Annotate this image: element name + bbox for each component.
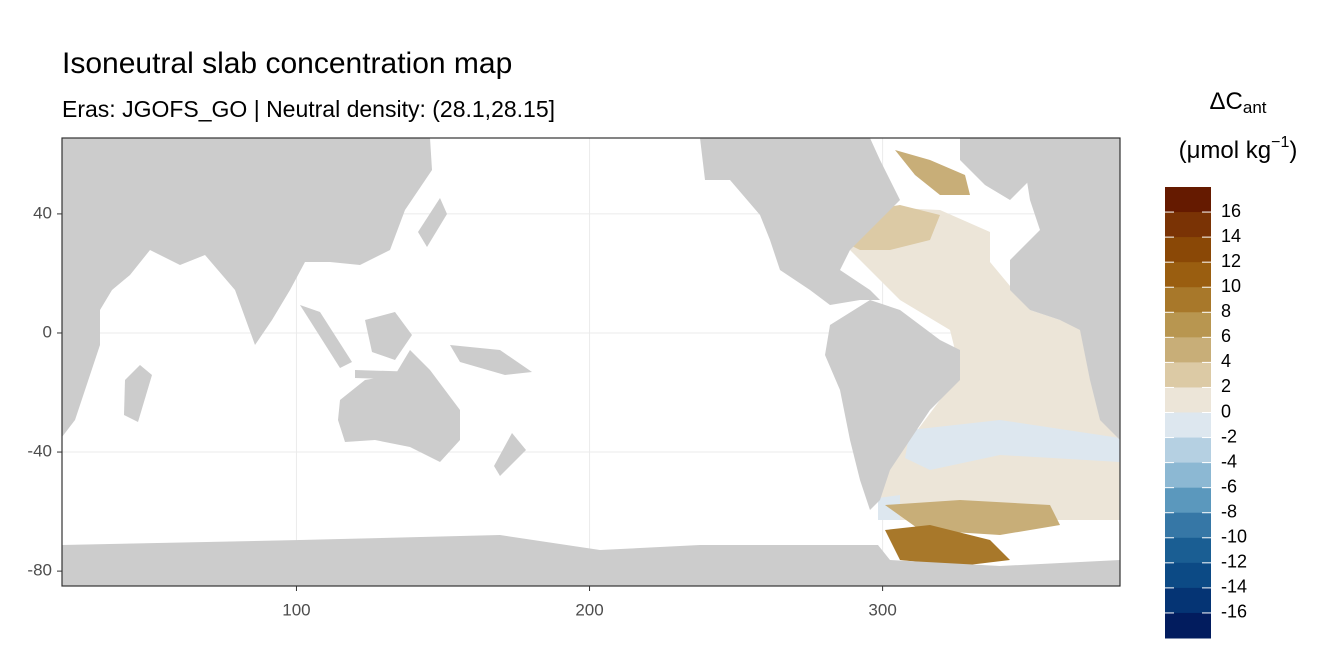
chart-title: Isoneutral slab concentration map [62,47,512,80]
x-tick-label: 300 [868,600,896,619]
legend-key [1165,312,1211,338]
land-mass [124,365,152,422]
legend-unit-text: (μmol kg [1179,137,1272,164]
legend-label: 16 [1221,201,1241,221]
panel-border [61,137,1121,587]
legend-label: 0 [1221,401,1231,421]
legend-label: -6 [1221,476,1237,496]
legend-label: 10 [1221,276,1241,296]
land-mass [1010,138,1120,440]
slab-patch [905,420,1120,470]
legend-key [1165,537,1211,564]
legend-key [1165,612,1211,639]
legend-label: 6 [1221,326,1231,346]
land-mass [450,345,532,375]
legend-label: 4 [1221,351,1231,371]
land-mass [62,138,432,437]
legend-key [1165,412,1211,439]
legend-unit-superscript: −1 [1271,134,1289,151]
legend-label: 2 [1221,376,1231,396]
slab-patch [885,525,1010,566]
legend-title-subscript: ant [1243,98,1267,117]
x-tick-label: 200 [575,600,603,619]
legend-key [1165,587,1211,614]
legend-label: -8 [1221,501,1237,521]
legend-label: -10 [1221,527,1247,547]
x-tick-label: 100 [282,600,310,619]
legend-title: ΔCant [1209,88,1266,117]
land-mass [700,138,900,305]
legend-key [1165,287,1211,313]
legend-unit: (μmol kg−1) [1179,134,1298,164]
legend-label: -14 [1221,577,1247,597]
chart-subtitle: Eras: JGOFS_GO | Neutral density: (28.1,… [62,96,555,122]
y-tick-label: 0 [43,322,52,341]
legend-key [1165,387,1211,413]
land-mass [494,433,526,476]
legend-title-symbol: ΔC [1209,88,1242,115]
legend-key [1165,337,1211,363]
concentration-field [830,150,1120,566]
legend-key [1165,462,1211,489]
legend-key [1165,212,1211,238]
legend-key [1165,237,1211,263]
legend-label: -16 [1221,602,1247,622]
legend-key [1165,512,1211,539]
y-tick-label: -80 [27,561,52,580]
legend-label: -2 [1221,426,1237,446]
land-mass [338,350,460,462]
legend-unit-close: ) [1289,137,1297,164]
legend-key [1165,437,1211,464]
legend-label: 8 [1221,301,1231,321]
slab-patch [895,150,970,195]
land-mass [62,535,1120,586]
legend-key [1165,362,1211,388]
legend: ΔCant (μmol kg−1) 16 14 12 10 8 6 4 2 0 -2 -4 -6 -8 -… [1165,88,1298,639]
legend-key [1165,262,1211,288]
legend-key [1165,187,1211,213]
legend-label: 14 [1221,226,1241,246]
legend-label: -4 [1221,451,1237,471]
legend-key [1165,487,1211,514]
legend-label: -12 [1221,552,1247,572]
land-mass [300,305,352,368]
y-tick-label: 40 [33,203,52,222]
y-tick-label: -40 [27,442,52,461]
land-mass [365,312,412,360]
land [62,138,1120,586]
legend-key [1165,562,1211,589]
land-mass [825,300,960,510]
land-mass [418,198,447,247]
legend-label: 12 [1221,251,1241,271]
